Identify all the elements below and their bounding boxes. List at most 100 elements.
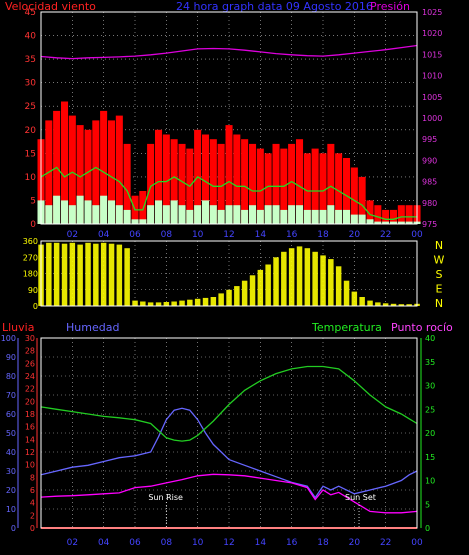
wind_max-bar <box>390 209 398 224</box>
wind_min-bar <box>280 209 288 224</box>
humidity-label: Humedad <box>66 321 119 334</box>
wind_min-bar <box>249 205 257 224</box>
wind_min-bar <box>186 209 194 224</box>
x-tick-bottom: 20 <box>349 538 361 548</box>
x-tick-top: 02 <box>67 230 78 240</box>
x-axis-top: 02 04 06 08 10 12 14 16 18 20 22 00 <box>67 230 423 240</box>
wind_min-bar <box>139 219 147 224</box>
wind_min-bar <box>343 209 351 224</box>
wind-direction-bar <box>61 243 68 306</box>
wind-direction-tick: 90 <box>28 286 38 295</box>
wind-direction-bar <box>132 300 138 306</box>
temperature-tick: 35 <box>425 358 435 367</box>
wind-direction-tick: 360 <box>23 237 38 246</box>
wind_max-bar <box>366 200 374 224</box>
x-tick-bottom: 08 <box>161 538 173 548</box>
temperature-line <box>40 365 418 442</box>
x-tick-top: 18 <box>317 230 329 240</box>
wind-direction-bar <box>273 257 279 307</box>
compass-letter: W <box>434 254 445 267</box>
rain-tick: 18 <box>25 410 35 419</box>
compass-letter: N <box>435 239 443 252</box>
wind_min-bar <box>178 205 186 224</box>
wind-direction-bar <box>163 302 170 306</box>
wind-speed-label: Velocidad viento <box>5 0 96 13</box>
wind-direction-bar <box>257 269 264 306</box>
temperature-tick: 5 <box>425 500 430 509</box>
wind-speed-axis: 0 5 10 15 20 25 30 35 40 45 <box>25 8 37 230</box>
wind_min-bar <box>53 195 61 224</box>
rain-tick: 14 <box>25 435 35 444</box>
x-tick-bottom: 00 <box>411 538 423 548</box>
wind_min-bar <box>382 221 390 224</box>
sun-markers: Sun Rise Sun Set <box>148 493 376 528</box>
x-tick-bottom: 16 <box>286 538 298 548</box>
wind_max-bar <box>233 134 241 224</box>
wind-direction-bar <box>100 242 107 306</box>
x-tick-bottom: 22 <box>380 538 391 548</box>
wind_min-bar <box>170 200 178 224</box>
wind_max-bar <box>272 143 280 224</box>
wind-direction-bar <box>343 280 350 306</box>
wind_min-bar <box>311 209 319 224</box>
wind_max-bar <box>84 129 92 224</box>
wind-direction-bar <box>69 242 76 306</box>
wind_min-bar <box>61 200 69 224</box>
temperature-tick: 25 <box>425 405 435 414</box>
rain-tick: 26 <box>25 359 35 368</box>
wind-direction-bar <box>226 289 232 307</box>
wind_max-bar <box>147 143 155 224</box>
wind_max-bar <box>178 143 186 224</box>
wind_min-bar <box>225 205 233 224</box>
humidity-tick: 60 <box>6 410 16 419</box>
humidity-line <box>40 407 418 499</box>
rain-label: Lluvia <box>2 321 34 334</box>
wind_min-bar <box>45 205 53 224</box>
pressure-tick: 1010 <box>422 72 442 81</box>
wind_min-bar <box>84 200 92 224</box>
wind_max-bar <box>225 125 233 224</box>
wind-pressure-plot <box>37 44 421 224</box>
humidity-temperature-frame <box>40 337 418 529</box>
wind-direction-bar <box>249 275 256 306</box>
wind-direction-bar <box>140 301 146 306</box>
wind_min-bar <box>366 219 374 224</box>
humidity-temperature-grid <box>41 338 417 528</box>
wind-direction-bar <box>328 259 334 306</box>
wind-direction-bar <box>116 244 123 306</box>
compass-letter: N <box>435 297 443 310</box>
x-tick-top: 16 <box>286 230 298 240</box>
wind-direction-bar <box>406 304 412 306</box>
wind_min-bar <box>76 195 84 224</box>
x-tick-bottom: 10 <box>192 538 204 548</box>
wind_min-bar <box>233 205 241 224</box>
wind-direction-bar <box>351 291 358 306</box>
x-tick-bottom: 02 <box>67 538 78 548</box>
wind-direction-bar <box>187 299 193 306</box>
x-tick-top: 00 <box>411 230 423 240</box>
wind_max-bar <box>108 120 116 224</box>
wind_min-bar <box>155 200 163 224</box>
wind-direction-tick: 0 <box>33 302 38 311</box>
wind_min-bar <box>272 205 280 224</box>
wind-speed-tick: 5 <box>30 196 36 206</box>
wind-direction-bar <box>210 297 217 306</box>
wind_min-bar <box>358 214 366 224</box>
humidity-tick: 100 <box>1 334 16 343</box>
wind_max-bar <box>343 158 351 224</box>
humidity-tick: 40 <box>6 448 16 457</box>
rain-tick: 6 <box>30 486 35 495</box>
wind_max-bar <box>155 129 163 224</box>
wind_min-bar <box>390 221 398 224</box>
x-tick-top: 22 <box>380 230 391 240</box>
wind_min-bar <box>147 205 155 224</box>
wind-speed-tick: 15 <box>25 149 36 159</box>
wind_max-bar <box>209 139 217 224</box>
pressure-label: Presión <box>370 0 410 13</box>
humidity-tick: 50 <box>6 429 16 438</box>
temperature-label: Temperatura <box>311 321 382 334</box>
wind-direction-bar <box>124 248 130 306</box>
humidity-tick: 80 <box>6 372 16 381</box>
